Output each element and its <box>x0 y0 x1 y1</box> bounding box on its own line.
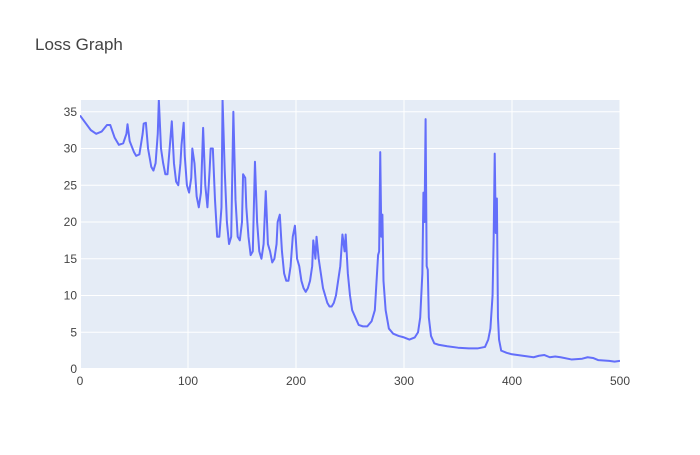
x-tick-label: 400 <box>502 374 522 388</box>
y-tick-label: 25 <box>64 178 78 192</box>
x-tick-label: 200 <box>286 374 306 388</box>
x-tick-label: 100 <box>178 374 198 388</box>
loss-line <box>80 100 620 363</box>
x-tick-label: 500 <box>610 374 630 388</box>
y-tick-label: 0 <box>70 362 77 376</box>
x-tick-label: 0 <box>77 374 84 388</box>
tick-labels: 0 5 10 15 20 25 30 35 0 100 200 300 400 500 <box>64 105 631 388</box>
y-tick-label: 35 <box>64 105 78 119</box>
x-tick-label: 300 <box>394 374 414 388</box>
y-tick-label: 5 <box>70 325 77 339</box>
y-tick-label: 20 <box>64 215 78 229</box>
plot <box>80 100 620 363</box>
y-tick-label: 30 <box>64 142 78 156</box>
y-tick-label: 10 <box>64 289 78 303</box>
y-tick-label: 15 <box>64 252 78 266</box>
chart-title: Loss Graph <box>35 35 123 54</box>
